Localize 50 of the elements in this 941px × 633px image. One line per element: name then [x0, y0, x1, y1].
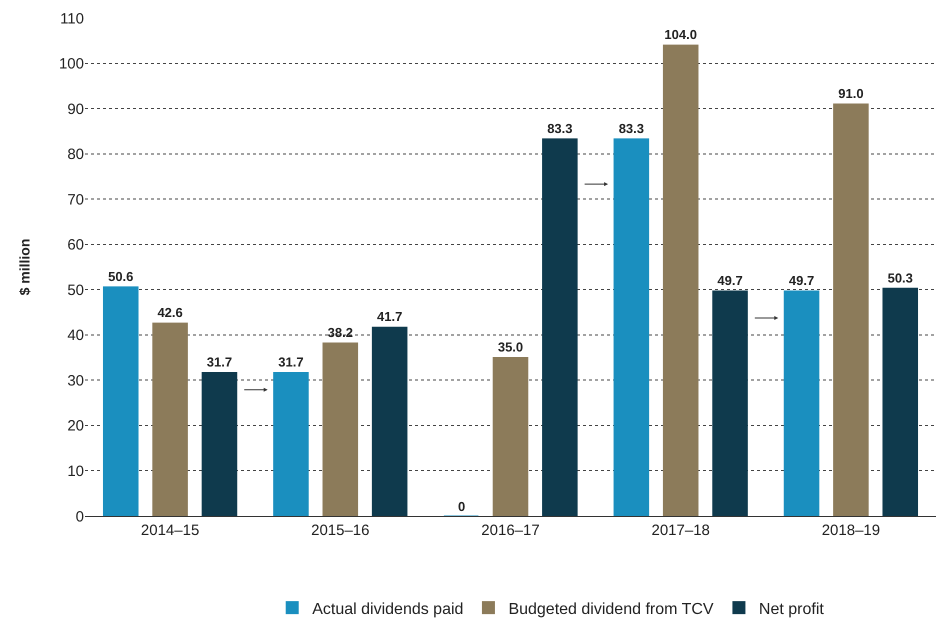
bar [322, 342, 358, 516]
y-tick-label: 60 [67, 236, 84, 254]
data-label: 104.0 [664, 27, 697, 42]
data-label: 49.7 [788, 272, 814, 288]
bar [492, 357, 528, 516]
x-tick-label: 2018–19 [822, 522, 880, 539]
data-label: 49.7 [717, 272, 743, 288]
data-label: 91.0 [838, 86, 864, 102]
x-tick-label: 2017–18 [651, 522, 710, 539]
bar [882, 288, 918, 516]
y-tick-label: 30 [67, 372, 84, 390]
y-tick-label: 0 [76, 508, 84, 526]
bar [102, 286, 139, 516]
y-tick-label: 40 [67, 327, 84, 344]
data-label: 83.3 [547, 120, 573, 136]
y-tick-label: 10 [67, 462, 84, 480]
data-label: 35.0 [498, 340, 524, 355]
data-label: 38.2 [328, 325, 353, 340]
data-label: 0 [458, 499, 466, 514]
bar [614, 138, 650, 516]
bar [784, 290, 820, 516]
y-tick-label: 110 [60, 10, 84, 28]
data-label: 41.7 [377, 309, 402, 324]
bar [202, 372, 238, 516]
x-tick-label: 2016–17 [481, 522, 540, 539]
data-label: 50.3 [888, 270, 913, 286]
y-tick-label: 100 [58, 56, 84, 73]
legend-label: Budgeted dividend from TCV [508, 600, 714, 618]
bar [712, 290, 748, 516]
legend-label: Actual dividends paid [312, 600, 464, 618]
data-label: 31.7 [206, 354, 232, 370]
y-tick-label: 90 [67, 100, 84, 118]
y-tick-label: 70 [67, 191, 84, 208]
data-label: 42.6 [157, 305, 183, 320]
x-tick-label: 2014–15 [140, 522, 200, 539]
y-tick-label: 20 [67, 418, 84, 435]
bar [833, 104, 869, 516]
data-label: 50.6 [108, 268, 134, 284]
y-axis-title: $ million [16, 238, 33, 296]
x-tick-label: 2015–16 [311, 522, 370, 539]
data-label: 31.7 [278, 354, 304, 370]
bar [152, 322, 188, 516]
bar [662, 44, 698, 516]
bar [372, 326, 408, 516]
legend-label: Net profit [758, 600, 824, 618]
y-tick-label: 50 [67, 282, 84, 299]
bar [542, 138, 578, 516]
bar [273, 372, 309, 516]
y-tick-label: 80 [67, 146, 84, 164]
data-label: 83.3 [618, 120, 644, 136]
